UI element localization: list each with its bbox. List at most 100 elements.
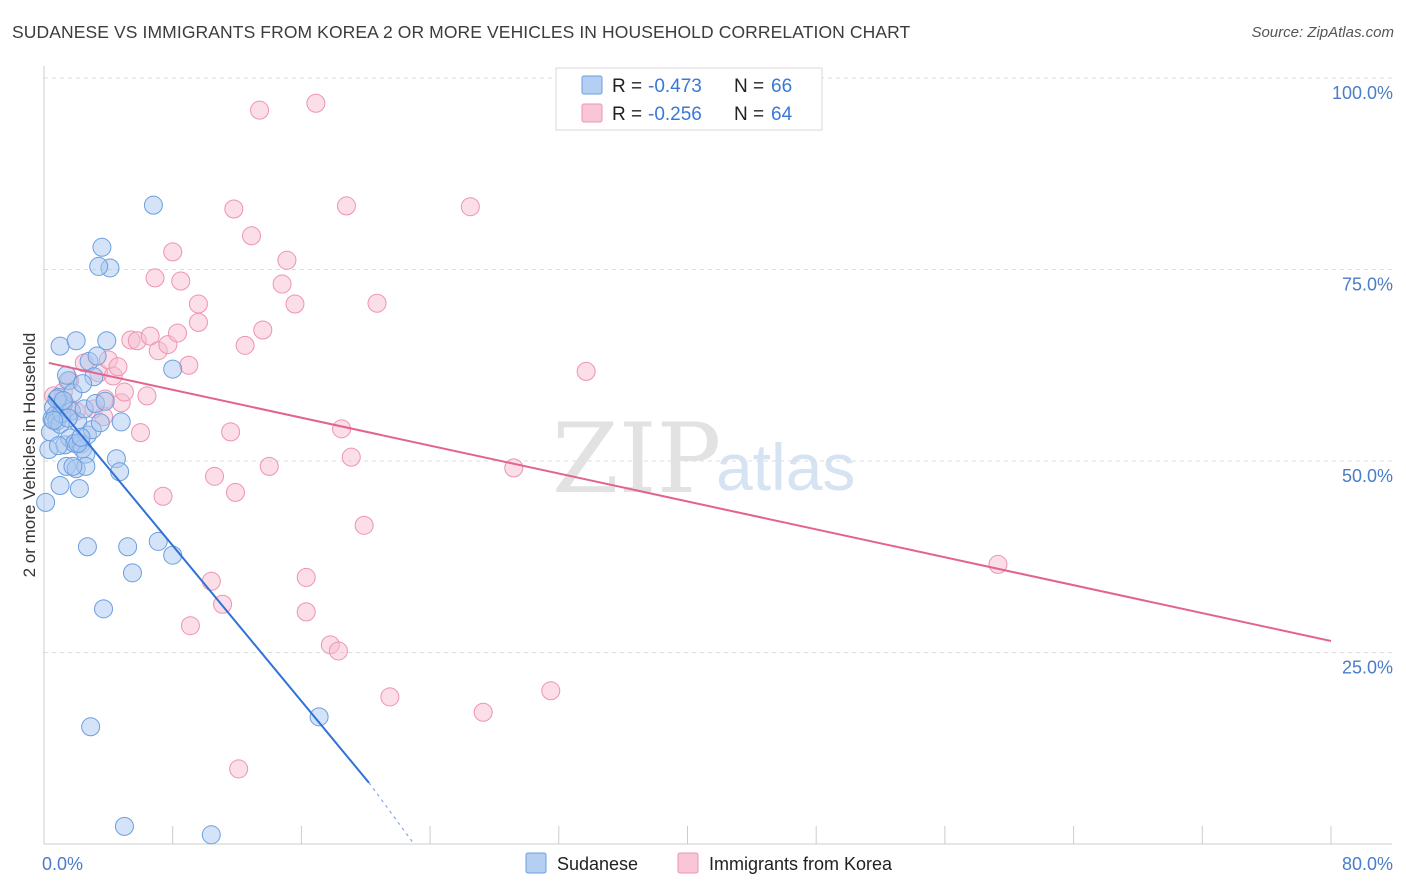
korea-point [272,274,292,294]
korea-point [168,323,188,343]
sudanese-point [36,492,56,512]
sudanese-point [69,479,89,499]
sudanese-point [94,599,114,619]
y-axis-label: 2 or more Vehicles in Household [20,333,39,578]
korea-point [367,293,387,313]
sudanese-point [95,391,115,411]
sudanese-point [90,413,110,433]
legend-r-label-1: R = [612,76,642,97]
correlation-legend: R = -0.473 N = 66 R = -0.256 N = 64 [555,67,823,131]
chart-title: SUDANESE VS IMMIGRANTS FROM KOREA 2 OR M… [12,22,911,42]
legend-r-label-2: R = [612,104,642,125]
sudanese-point [143,195,163,215]
korea-point [285,294,305,314]
watermark-zip: ZIP [552,403,721,515]
korea-point [296,602,316,622]
x-tick-labels: 0.0% 80.0% [42,854,1393,874]
sudanese-point [148,531,168,551]
sudanese-point [77,537,97,557]
korea-point [114,382,134,402]
korea-point [380,687,400,707]
y-tick-label: 25.0% [1342,658,1393,678]
korea-point [201,571,221,591]
sudanese-trendline-extension [368,782,415,845]
korea-point [296,567,316,587]
y-tick-label: 75.0% [1342,275,1393,295]
korea-point [235,335,255,355]
korea-point [108,357,128,377]
sudanese-point [111,412,131,432]
korea-point [460,197,480,217]
korea-point [341,447,361,467]
sudanese-point [66,331,86,351]
korea-point [306,93,326,113]
sudanese-point [87,346,107,366]
sudanese-point [53,390,73,410]
bottom-legend-swatch-sudanese [525,852,547,874]
y-tick-labels: 25.0% 50.0% 75.0% 100.0% [1332,83,1393,678]
korea-point [221,422,241,442]
korea-point [277,250,297,270]
bottom-legend-label-sudanese: Sudanese [557,854,638,874]
korea-trendline [48,361,1332,642]
korea-point [179,355,199,375]
korea-point [576,361,596,381]
korea-point [250,100,270,120]
series-legend: Sudanese Immigrants from Korea [525,852,893,874]
sudanese-point [122,563,142,583]
korea-point [328,641,348,661]
watermark-atlas: atlas [716,430,855,504]
sudanese-point [118,537,138,557]
legend-swatch-sudanese [581,75,603,95]
korea-point [473,702,493,722]
sudanese-point [73,374,93,394]
sudanese-point [97,331,117,351]
korea-point [140,326,160,346]
grid [44,77,1392,653]
korea-point [171,271,191,291]
legend-n-label-1: N = [734,76,764,97]
korea-point [205,466,225,486]
sudanese-point [89,256,109,276]
sudanese-point [201,825,221,845]
sudanese-point [163,545,183,565]
korea-point [180,616,200,636]
korea-point [259,456,279,476]
legend-swatch-korea [581,103,603,123]
korea-point [229,759,249,779]
bottom-legend-label-korea: Immigrants from Korea [709,854,893,874]
sudanese-point [50,476,70,496]
korea-point [253,320,273,340]
korea-point [225,482,245,502]
series-sudanese [36,195,329,845]
sudanese-point [114,816,134,836]
sudanese-point [92,237,112,257]
y-tick-label: 50.0% [1342,466,1393,486]
bottom-legend-swatch-korea [677,852,699,874]
legend-n-value-1: 66 [771,76,792,97]
sudanese-point [163,359,183,379]
sudanese-point [50,336,70,356]
korea-point [131,423,151,443]
trendlines [48,361,1332,845]
sudanese-point [81,717,101,737]
y-tick-label: 100.0% [1332,83,1393,103]
sudanese-point [44,410,64,430]
korea-point [188,294,208,314]
legend-r-value-1: -0.473 [648,76,702,97]
series-immigrants-from-korea [44,93,1008,779]
sudanese-point [63,456,83,476]
x-tick-label: 80.0% [1342,854,1393,874]
legend-n-value-2: 64 [771,104,793,125]
korea-point [242,226,262,246]
korea-point [541,681,561,701]
sudanese-point [309,707,329,727]
korea-point [137,386,157,406]
korea-point [336,196,356,216]
korea-point [153,486,173,506]
korea-point [224,199,244,219]
korea-point [163,242,183,262]
watermark: ZIP atlas [552,403,855,515]
sudanese-point [48,436,68,456]
